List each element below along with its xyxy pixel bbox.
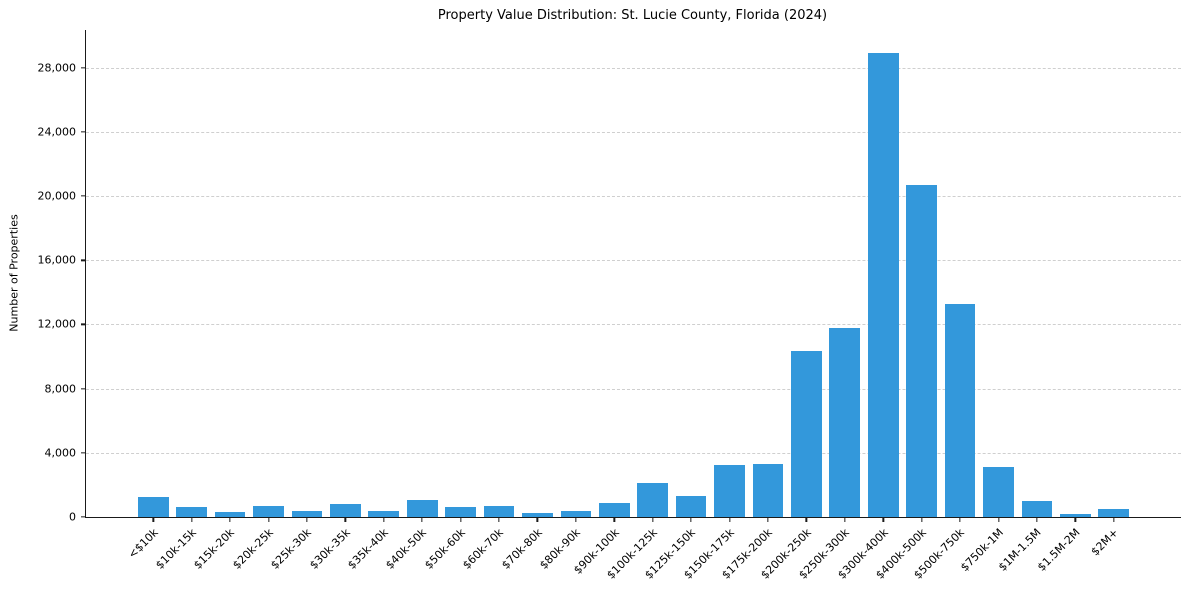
bar xyxy=(445,507,476,517)
y-tick-label: 4,000 xyxy=(44,446,77,460)
x-tick-mark xyxy=(498,517,500,522)
x-tick-label: $25k-30k xyxy=(268,526,315,572)
y-tick-mark xyxy=(81,452,86,454)
x-tick-label: <$10k xyxy=(125,526,161,562)
y-tick-label: 0 xyxy=(69,510,76,524)
plot-area: 0 4,000 8,000 12,000 16,000 20,000 24,000 28,00… xyxy=(38,30,1181,582)
bar xyxy=(598,503,630,517)
x-tick-mark xyxy=(229,517,231,522)
x-tick-label: $15k-20k xyxy=(191,526,238,572)
x-tick-label: $40k-50k xyxy=(383,526,430,572)
x-tick-label: $70k-80k xyxy=(498,526,545,572)
bar xyxy=(137,496,169,517)
bar xyxy=(522,513,553,517)
y-tick-mark xyxy=(81,195,86,197)
y-tick-mark xyxy=(81,387,86,390)
gridline xyxy=(86,67,1181,69)
bar xyxy=(1059,513,1091,517)
x-tick-label: $50k-60k xyxy=(422,526,468,572)
bar xyxy=(406,500,438,517)
y-tick-label: 12,000 xyxy=(37,317,77,331)
x-tick-mark xyxy=(1113,517,1115,522)
y-tick-mark xyxy=(81,516,86,518)
x-tick-label: $60k-70k xyxy=(460,526,507,572)
x-tick-mark xyxy=(306,517,308,522)
x-tick-label: $2M+ xyxy=(1088,526,1121,559)
x-tick-mark xyxy=(1036,517,1038,522)
x-tick-mark xyxy=(805,517,808,522)
y-axis-label: Number of Properties xyxy=(7,214,21,332)
bar xyxy=(714,464,745,517)
x-tick-mark xyxy=(344,517,346,522)
gridline xyxy=(86,131,1181,133)
y-tick-label: 20,000 xyxy=(37,189,77,203)
bar xyxy=(291,510,323,517)
y-tick-label: 24,000 xyxy=(37,125,77,139)
bar xyxy=(253,505,284,517)
x-tick-mark xyxy=(191,517,193,522)
bar xyxy=(983,467,1014,517)
x-tick-mark xyxy=(613,517,615,522)
bar xyxy=(829,327,861,517)
gridline xyxy=(86,324,1181,326)
bar xyxy=(944,304,976,517)
x-tick-mark xyxy=(690,517,692,522)
y-tick-label: 8,000 xyxy=(44,382,77,396)
y-tick-mark xyxy=(81,131,86,133)
gridline xyxy=(86,388,1181,390)
x-tick-mark xyxy=(267,517,270,522)
bar xyxy=(867,53,899,517)
y-tick-mark xyxy=(81,259,86,261)
x-tick-mark xyxy=(652,517,654,522)
gridline xyxy=(86,196,1181,198)
x-tick-mark xyxy=(844,517,846,522)
y-tick-mark xyxy=(81,323,86,326)
bar xyxy=(637,483,669,517)
bar xyxy=(752,464,784,517)
x-tick-mark xyxy=(383,517,385,522)
x-tick-mark xyxy=(997,517,1000,522)
x-tick-mark xyxy=(1074,517,1076,522)
bar xyxy=(329,504,361,517)
gridline xyxy=(86,452,1181,454)
x-tick-mark xyxy=(882,517,884,522)
x-tick-mark xyxy=(767,517,769,522)
bar xyxy=(906,184,938,517)
y-tick-mark xyxy=(81,67,86,69)
bar xyxy=(560,510,592,517)
bar xyxy=(368,510,400,517)
x-tick-mark xyxy=(921,517,923,522)
bar xyxy=(214,512,246,517)
bar xyxy=(675,496,707,517)
x-tick-label: $30k-35k xyxy=(306,526,353,572)
bar xyxy=(176,507,208,517)
bar xyxy=(483,505,515,517)
bar xyxy=(791,350,822,517)
x-tick-label: $35k-40k xyxy=(345,526,391,572)
bar xyxy=(1021,500,1053,517)
y-tick-label: 28,000 xyxy=(37,61,77,75)
x-tick-mark xyxy=(728,517,731,522)
x-tick-mark xyxy=(421,517,423,522)
gridline xyxy=(86,260,1181,262)
x-tick-mark xyxy=(152,517,154,522)
chart-title: Property Value Distribution: St. Lucie C… xyxy=(437,8,828,23)
x-tick-mark xyxy=(536,517,539,522)
x-tick-mark xyxy=(959,517,961,522)
y-tick-label: 16,000 xyxy=(37,253,77,267)
x-tick-mark xyxy=(575,517,577,522)
x-tick-mark xyxy=(459,517,462,522)
bar xyxy=(1098,508,1130,517)
x-tick-label: $20k-25k xyxy=(229,526,276,572)
